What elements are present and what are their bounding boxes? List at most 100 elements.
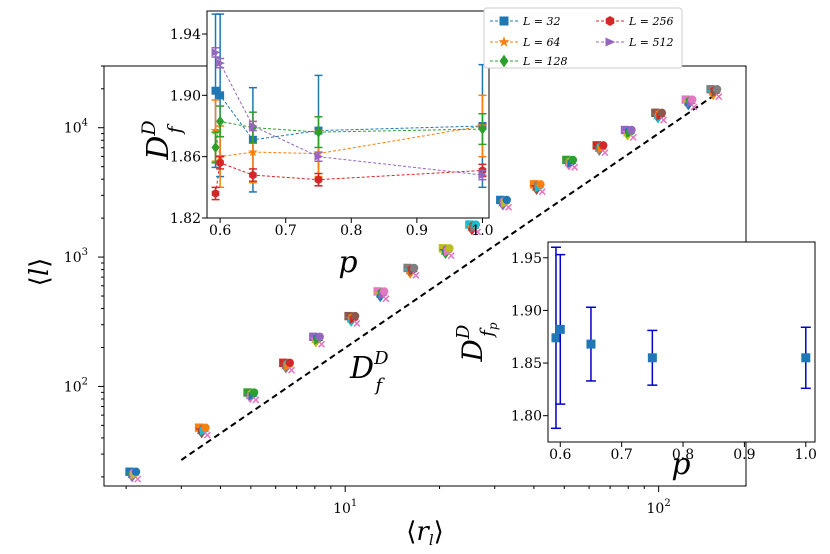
data-point — [285, 358, 295, 367]
inset-top-points — [210, 13, 488, 201]
data-point — [216, 59, 225, 68]
data-point — [288, 366, 296, 374]
inset-top-background — [207, 11, 489, 218]
data-point — [478, 171, 488, 180]
data-point — [211, 189, 220, 198]
x-tick-label: 0.9 — [406, 223, 428, 239]
data-point — [478, 123, 487, 135]
y-tick-label: 103 — [64, 247, 88, 266]
data-point — [201, 423, 210, 432]
x-tick-label: 0.7 — [275, 223, 297, 239]
data-point — [409, 263, 419, 273]
legend: L = 32 L = 64 L = 128 L = 256 L = 512 — [483, 7, 683, 69]
data-point — [688, 95, 697, 104]
data-point — [536, 180, 545, 189]
inset-top: 0.6 0.7 0.8 0.9 1.01.821.861.901.94 p DD f L … — [138, 7, 683, 280]
data-point — [412, 271, 420, 279]
x-tick-label: 1.0 — [795, 447, 817, 463]
legend-label: L = 256 — [628, 15, 674, 28]
data-point — [210, 125, 221, 135]
data-point — [660, 116, 668, 124]
data-point — [657, 108, 667, 117]
legend-marker — [499, 16, 509, 26]
y-tick-label: 1.80 — [511, 409, 542, 425]
x-tick-label: 0.8 — [340, 223, 362, 239]
data-point — [801, 353, 811, 363]
data-point — [211, 141, 220, 154]
data-point — [568, 155, 578, 165]
data-point — [504, 203, 513, 211]
data-point — [350, 311, 360, 321]
data-point — [216, 115, 225, 127]
data-point — [249, 388, 259, 397]
data-point — [203, 431, 211, 439]
data-point — [131, 467, 141, 476]
data-point — [382, 295, 390, 303]
inset-bottom-frame — [547, 241, 816, 443]
inset-bottom: 0.6 0.7 0.8 0.9 1.0 1.80 1.85 1.90 1.95 p DD fp — [453, 241, 817, 482]
x-tick-label: 0.6 — [549, 447, 571, 463]
inset-top-x-label: p — [338, 245, 357, 280]
data-point — [647, 353, 657, 363]
data-point — [715, 93, 723, 101]
x-axis-label: ⟨rl⟩ — [406, 517, 444, 549]
legend-label: L = 32 — [522, 15, 561, 28]
legend-marker — [605, 16, 615, 26]
legend-label: L = 128 — [522, 55, 568, 68]
x-tick-label: 0.7 — [611, 447, 633, 463]
fit-annotation: DD f — [349, 348, 389, 396]
data-point — [551, 333, 561, 343]
data-point — [379, 287, 389, 296]
data-point — [690, 103, 698, 111]
inset-bottom-ticks: 0.6 0.7 0.8 0.9 1.0 1.80 1.85 1.90 1.95 — [511, 251, 817, 463]
y-tick-label: 104 — [64, 118, 88, 137]
data-point — [474, 228, 482, 236]
x-tick-label: 101 — [333, 498, 357, 517]
y-tick-label: 1.82 — [170, 211, 201, 227]
data-point — [599, 141, 608, 150]
data-point — [538, 188, 546, 196]
data-point — [247, 146, 258, 157]
x-tick-label: 102 — [647, 498, 671, 517]
data-point — [314, 175, 323, 185]
data-point — [314, 152, 324, 161]
data-point — [314, 126, 323, 138]
data-point — [216, 158, 224, 168]
data-point — [216, 91, 225, 100]
data-point — [445, 244, 454, 253]
legend-marker — [499, 54, 509, 68]
x-tick-label: 0.9 — [733, 447, 755, 463]
data-point — [211, 86, 220, 95]
y-tick-label: 1.95 — [511, 251, 542, 267]
data-point — [571, 163, 579, 171]
data-point — [629, 133, 637, 141]
legend-marker — [605, 37, 616, 47]
main-plot: 101 102 102 103 104 ⟨rl⟩ ⟨l⟩ DD f — [25, 65, 747, 549]
inset-bottom-y-label: DD fp — [453, 322, 500, 363]
data-point — [447, 252, 455, 260]
data-point — [353, 319, 361, 328]
y-tick-label: 1.90 — [170, 88, 201, 104]
data-point — [627, 125, 636, 135]
data-point — [586, 339, 596, 349]
legend-label: L = 64 — [522, 36, 561, 49]
y-tick-label: 102 — [64, 376, 88, 395]
data-point — [601, 149, 609, 157]
data-point — [555, 324, 565, 334]
x-tick-label: 0.8 — [672, 447, 694, 463]
y-axis-label: ⟨l⟩ — [25, 258, 55, 287]
y-tick-label: 1.85 — [511, 356, 542, 372]
data-point — [252, 396, 260, 404]
y-tick-label: 1.86 — [170, 150, 201, 166]
y-tick-label: 1.90 — [511, 303, 542, 319]
y-tick-label: 1.94 — [170, 27, 201, 43]
data-point — [502, 195, 511, 205]
main-data-points — [125, 85, 723, 483]
legend-label: L = 512 — [628, 36, 674, 49]
x-tick-label: 0.6 — [209, 223, 231, 239]
data-point — [211, 48, 221, 57]
inset-top-ticks: 0.6 0.7 0.8 0.9 1.0 1.82 1.86 1.90 1.94 — [170, 27, 494, 239]
data-point — [712, 85, 722, 94]
inset-bottom-points — [550, 246, 811, 430]
